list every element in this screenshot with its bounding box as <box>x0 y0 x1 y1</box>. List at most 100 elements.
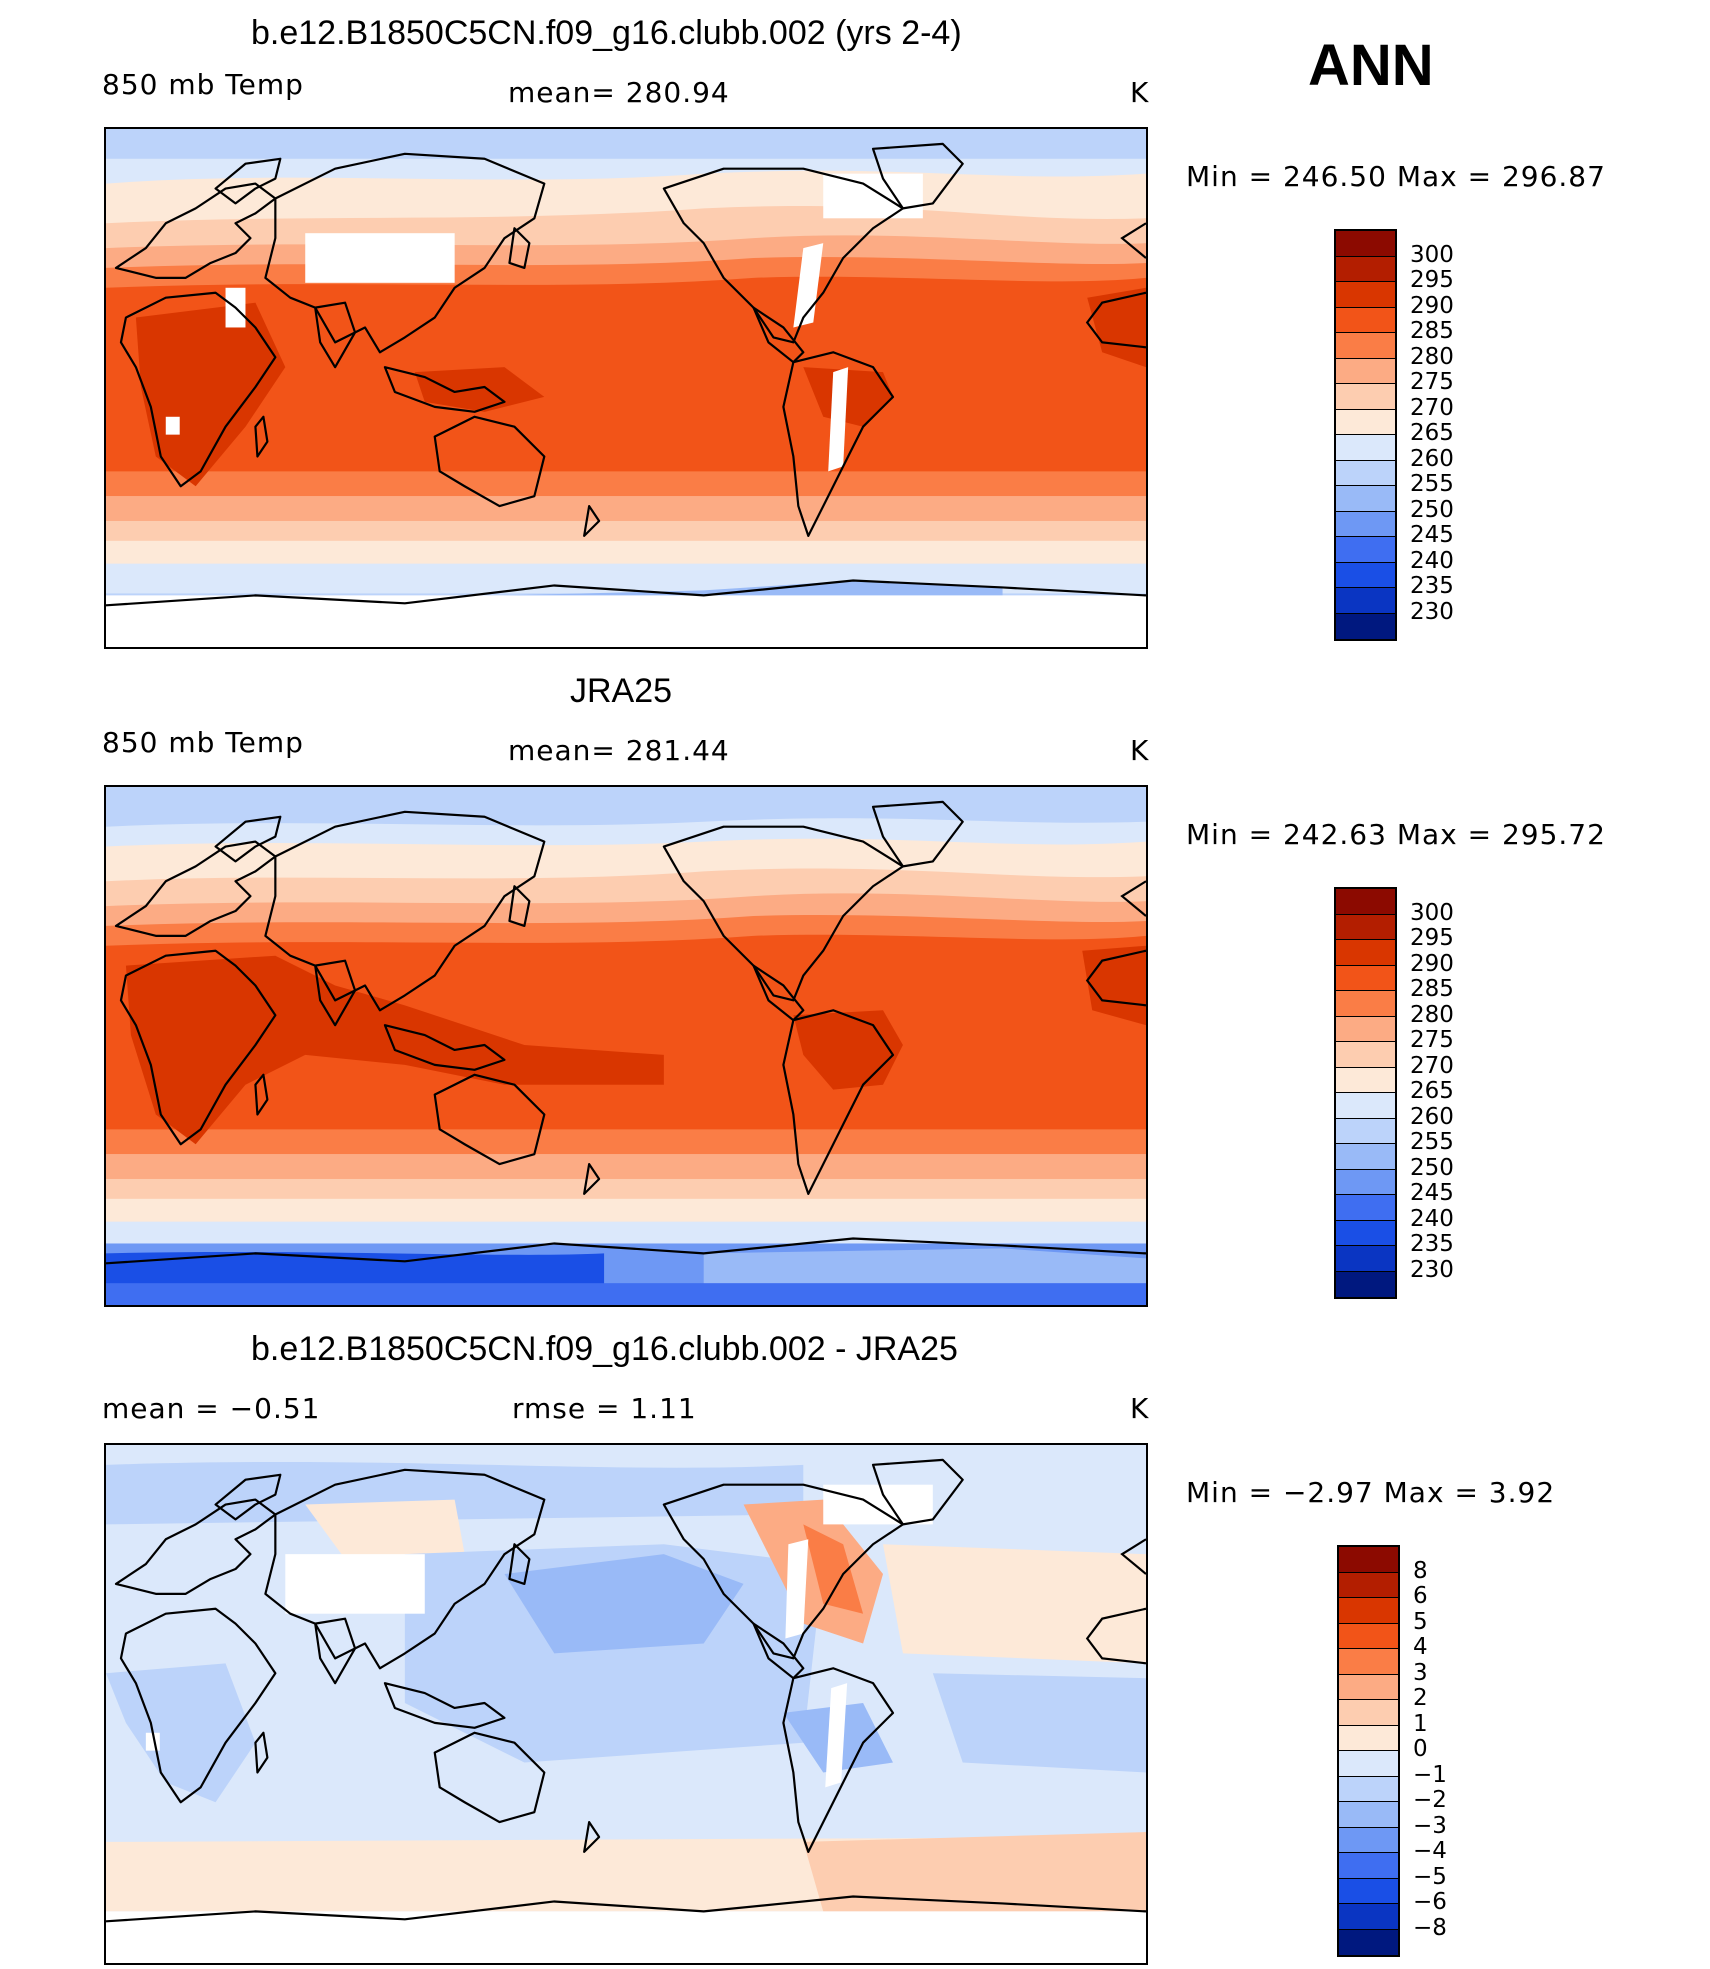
colorbar-swatch <box>1336 1042 1395 1068</box>
colorbar-swatch <box>1339 1572 1398 1598</box>
colorbar-swatch <box>1336 307 1395 333</box>
colorbar-tick-label: 250 <box>1410 1154 1454 1181</box>
panel-1-map <box>104 127 1148 649</box>
colorbar-swatch <box>1336 588 1395 614</box>
colorbar-swatch <box>1339 1929 1398 1955</box>
colorbar-tick-label: 0 <box>1413 1736 1428 1762</box>
colorbar-swatch <box>1336 991 1395 1017</box>
colorbar-tick-label: −5 <box>1413 1863 1447 1890</box>
colorbar-tick-label: 240 <box>1410 547 1454 574</box>
panel-1-contour-field <box>106 129 1146 647</box>
colorbar-swatch <box>1336 282 1395 308</box>
colorbar-swatch <box>1339 1904 1398 1930</box>
colorbar-swatch <box>1336 1271 1395 1297</box>
panel-1-minmax: Min = 246.50 Max = 296.87 <box>1186 160 1606 193</box>
colorbar-swatch <box>1336 1195 1395 1221</box>
colorbar-tick-label: 270 <box>1410 1052 1454 1079</box>
colorbar-swatch <box>1339 1776 1398 1802</box>
colorbar-swatch <box>1339 1700 1398 1726</box>
colorbar-swatch <box>1339 1674 1398 1700</box>
colorbar-tick-label: 230 <box>1410 598 1454 625</box>
colorbar-tick-label: 255 <box>1410 1129 1454 1155</box>
colorbar-tick-label: 290 <box>1410 292 1454 319</box>
colorbar-swatch <box>1336 460 1395 486</box>
colorbar-swatch <box>1336 965 1395 991</box>
colorbar-swatch <box>1336 1246 1395 1272</box>
panel-2-map <box>104 785 1148 1307</box>
panel-3-contour-field <box>106 1445 1146 1963</box>
colorbar-tick-label: −4 <box>1413 1838 1447 1864</box>
colorbar-tick-label: −1 <box>1413 1761 1447 1788</box>
colorbar-tick-label: 8 <box>1413 1557 1428 1584</box>
colorbar-tick-label: 280 <box>1410 1001 1454 1028</box>
panel-1-units-label: K <box>1130 76 1150 109</box>
colorbar-tick-label: −8 <box>1413 1914 1447 1941</box>
colorbar-tick-label: 300 <box>1410 241 1454 268</box>
colorbar-swatch <box>1339 1623 1398 1649</box>
colorbar-swatch <box>1336 384 1395 410</box>
colorbar-tick-label: 265 <box>1410 1078 1454 1104</box>
colorbar-swatch <box>1339 1853 1398 1879</box>
colorbar-swatch <box>1339 1751 1398 1777</box>
colorbar-swatch <box>1339 1878 1398 1904</box>
colorbar-swatch <box>1339 1802 1398 1828</box>
colorbar-tick-label: 295 <box>1410 267 1454 293</box>
colorbar-swatch <box>1336 1118 1395 1144</box>
colorbar-swatch <box>1336 940 1395 966</box>
colorbar-tick-label: 2 <box>1413 1685 1428 1711</box>
colorbar-swatch <box>1336 409 1395 435</box>
colorbar-swatch <box>1339 1725 1398 1751</box>
panel-3-rmse-label: rmse = 1.11 <box>512 1392 697 1425</box>
colorbar-tick-label: 245 <box>1410 1180 1454 1206</box>
colorbar-tick-label: −6 <box>1413 1889 1447 1915</box>
colorbar-swatch <box>1336 256 1395 282</box>
colorbar-swatch <box>1336 231 1395 257</box>
panel-2-variable-label: 850 mb Temp <box>102 726 304 759</box>
colorbar-swatch <box>1336 889 1395 915</box>
colorbar-tick-label: 260 <box>1410 445 1454 472</box>
colorbar-tick-label: 275 <box>1410 1027 1454 1053</box>
panel-1-title: b.e12.B1850C5CN.f09_g16.clubb.002 (yrs 2… <box>251 14 962 52</box>
colorbar-tick-label: 300 <box>1410 899 1454 926</box>
colorbar-swatch <box>1336 1144 1395 1170</box>
colorbar-swatch <box>1339 1649 1398 1675</box>
colorbar-swatch <box>1336 435 1395 461</box>
colorbar-swatch <box>1336 613 1395 639</box>
colorbar-tick-label: 250 <box>1410 496 1454 523</box>
panel-3-units-label: K <box>1130 1392 1150 1425</box>
colorbar-tick-label: 245 <box>1410 522 1454 548</box>
panel-2-units-label: K <box>1130 734 1150 767</box>
panel-1-mean-label: mean= 280.94 <box>508 76 730 109</box>
panel-1-colorbar <box>1334 229 1397 641</box>
panel-3-map <box>104 1443 1148 1965</box>
colorbar-tick-label: 260 <box>1410 1103 1454 1130</box>
panel-3-title: b.e12.B1850C5CN.f09_g16.clubb.002 - JRA2… <box>251 1330 958 1368</box>
panel-3-mean-label: mean = −0.51 <box>102 1392 321 1425</box>
colorbar-swatch <box>1336 486 1395 512</box>
colorbar-swatch <box>1339 1827 1398 1853</box>
colorbar-tick-label: 6 <box>1413 1583 1428 1609</box>
colorbar-swatch <box>1336 333 1395 359</box>
panel-3-minmax: Min = −2.97 Max = 3.92 <box>1186 1476 1556 1509</box>
colorbar-tick-label: 3 <box>1413 1659 1428 1686</box>
colorbar-swatch <box>1336 1067 1395 1093</box>
colorbar-tick-label: 280 <box>1410 343 1454 370</box>
colorbar-tick-label: 5 <box>1413 1608 1428 1635</box>
colorbar-swatch <box>1336 537 1395 563</box>
colorbar-tick-label: 235 <box>1410 573 1454 599</box>
colorbar-swatch <box>1336 1169 1395 1195</box>
panel-2-mean-label: mean= 281.44 <box>508 734 730 767</box>
colorbar-tick-label: −3 <box>1413 1812 1447 1839</box>
panel-2-colorbar <box>1334 887 1397 1299</box>
colorbar-swatch <box>1336 358 1395 384</box>
colorbar-tick-label: 285 <box>1410 318 1454 344</box>
panel-2-minmax: Min = 242.63 Max = 295.72 <box>1186 818 1606 851</box>
colorbar-swatch <box>1339 1598 1398 1624</box>
colorbar-tick-label: 1 <box>1413 1710 1428 1737</box>
panel-3-colorbar <box>1337 1545 1400 1957</box>
colorbar-tick-label: 295 <box>1410 925 1454 951</box>
colorbar-tick-label: −2 <box>1413 1787 1447 1813</box>
colorbar-tick-label: 230 <box>1410 1256 1454 1283</box>
colorbar-tick-label: 285 <box>1410 976 1454 1002</box>
colorbar-swatch <box>1336 1220 1395 1246</box>
